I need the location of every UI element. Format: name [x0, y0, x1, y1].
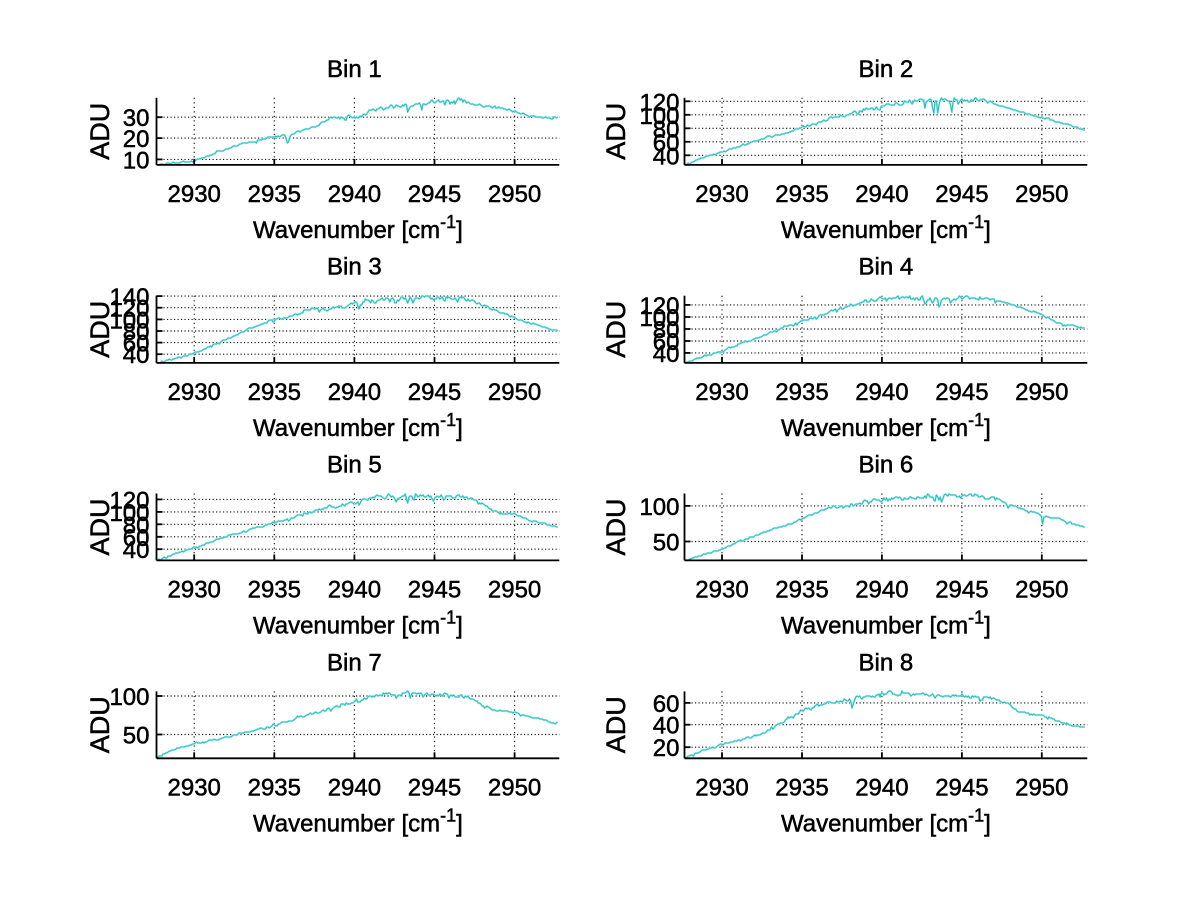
svg-text:40: 40 [123, 537, 150, 564]
svg-text:ADU: ADU [85, 103, 115, 160]
svg-text:100: 100 [109, 307, 149, 334]
svg-text:2940: 2940 [855, 774, 908, 801]
svg-text:ADU: ADU [601, 103, 631, 160]
svg-text:2930: 2930 [695, 379, 748, 406]
svg-text:40: 40 [653, 143, 680, 170]
svg-text:2940: 2940 [855, 576, 908, 603]
svg-text:120: 120 [639, 89, 679, 116]
svg-text:ADU: ADU [601, 696, 631, 753]
svg-text:2940: 2940 [855, 379, 908, 406]
svg-text:2935: 2935 [248, 181, 301, 208]
svg-text:60: 60 [653, 329, 680, 356]
svg-text:80: 80 [653, 116, 680, 143]
svg-text:80: 80 [123, 512, 150, 539]
svg-text:2930: 2930 [168, 576, 221, 603]
svg-text:2930: 2930 [168, 774, 221, 801]
svg-text:Wavenumber [cm-1]: Wavenumber [cm-1] [781, 607, 991, 639]
svg-text:Bin 3: Bin 3 [327, 254, 382, 281]
svg-text:100: 100 [639, 305, 679, 332]
svg-text:2945: 2945 [935, 379, 988, 406]
svg-text:2950: 2950 [488, 774, 541, 801]
svg-text:40: 40 [653, 713, 680, 740]
svg-text:60: 60 [653, 130, 680, 157]
svg-text:Wavenumber [cm-1]: Wavenumber [cm-1] [253, 212, 463, 244]
svg-text:ADU: ADU [601, 498, 631, 555]
svg-text:80: 80 [123, 319, 150, 346]
svg-text:2945: 2945 [408, 379, 461, 406]
svg-text:140: 140 [109, 284, 149, 311]
svg-text:ADU: ADU [85, 696, 115, 753]
svg-text:2935: 2935 [248, 576, 301, 603]
svg-text:Wavenumber [cm-1]: Wavenumber [cm-1] [781, 805, 991, 837]
svg-text:60: 60 [653, 691, 680, 718]
svg-text:2945: 2945 [935, 774, 988, 801]
svg-text:2950: 2950 [1015, 181, 1068, 208]
svg-text:40: 40 [123, 342, 150, 369]
svg-text:Bin 5: Bin 5 [327, 452, 382, 479]
svg-text:2945: 2945 [935, 576, 988, 603]
svg-text:20: 20 [123, 126, 150, 153]
svg-text:2935: 2935 [248, 774, 301, 801]
svg-text:30: 30 [123, 105, 150, 132]
svg-text:2940: 2940 [328, 576, 381, 603]
svg-text:120: 120 [639, 293, 679, 320]
svg-text:Bin 6: Bin 6 [859, 452, 914, 479]
svg-text:2935: 2935 [775, 576, 828, 603]
svg-text:2950: 2950 [488, 181, 541, 208]
svg-text:Bin 7: Bin 7 [327, 649, 382, 676]
svg-text:2945: 2945 [935, 181, 988, 208]
svg-text:Wavenumber [cm-1]: Wavenumber [cm-1] [253, 805, 463, 837]
svg-text:2935: 2935 [248, 379, 301, 406]
svg-text:2940: 2940 [328, 774, 381, 801]
svg-text:Bin 2: Bin 2 [859, 56, 914, 83]
svg-text:Wavenumber [cm-1]: Wavenumber [cm-1] [253, 410, 463, 442]
svg-text:2930: 2930 [695, 576, 748, 603]
svg-text:2930: 2930 [168, 181, 221, 208]
svg-text:Wavenumber [cm-1]: Wavenumber [cm-1] [781, 410, 991, 442]
svg-text:2940: 2940 [855, 181, 908, 208]
svg-text:2930: 2930 [695, 181, 748, 208]
svg-text:40: 40 [653, 341, 680, 368]
svg-text:2945: 2945 [408, 576, 461, 603]
svg-text:100: 100 [109, 684, 149, 711]
svg-text:Wavenumber [cm-1]: Wavenumber [cm-1] [253, 607, 463, 639]
svg-text:Wavenumber [cm-1]: Wavenumber [cm-1] [781, 212, 991, 244]
svg-text:2930: 2930 [168, 379, 221, 406]
svg-text:100: 100 [639, 103, 679, 130]
svg-text:ADU: ADU [601, 301, 631, 358]
svg-text:2935: 2935 [775, 774, 828, 801]
svg-text:80: 80 [653, 317, 680, 344]
svg-text:100: 100 [109, 500, 149, 527]
svg-text:20: 20 [653, 735, 680, 762]
svg-text:2950: 2950 [488, 576, 541, 603]
svg-text:2940: 2940 [328, 181, 381, 208]
svg-text:2950: 2950 [1015, 379, 1068, 406]
svg-text:Bin 8: Bin 8 [859, 649, 914, 676]
svg-text:10: 10 [123, 147, 150, 174]
svg-text:2950: 2950 [1015, 774, 1068, 801]
svg-text:2945: 2945 [408, 774, 461, 801]
svg-text:60: 60 [123, 331, 150, 358]
svg-text:50: 50 [123, 723, 150, 750]
svg-text:ADU: ADU [85, 498, 115, 555]
svg-text:50: 50 [653, 530, 680, 557]
svg-text:100: 100 [639, 494, 679, 521]
svg-text:ADU: ADU [85, 301, 115, 358]
svg-text:Bin 1: Bin 1 [327, 56, 382, 83]
svg-text:2950: 2950 [488, 379, 541, 406]
svg-text:120: 120 [109, 296, 149, 323]
svg-text:60: 60 [123, 525, 150, 552]
svg-text:2940: 2940 [328, 379, 381, 406]
svg-text:Bin 4: Bin 4 [859, 254, 914, 281]
svg-text:2950: 2950 [1015, 576, 1068, 603]
svg-text:2945: 2945 [408, 181, 461, 208]
svg-text:2935: 2935 [775, 379, 828, 406]
svg-text:2935: 2935 [775, 181, 828, 208]
svg-text:2930: 2930 [695, 774, 748, 801]
svg-text:120: 120 [109, 487, 149, 514]
